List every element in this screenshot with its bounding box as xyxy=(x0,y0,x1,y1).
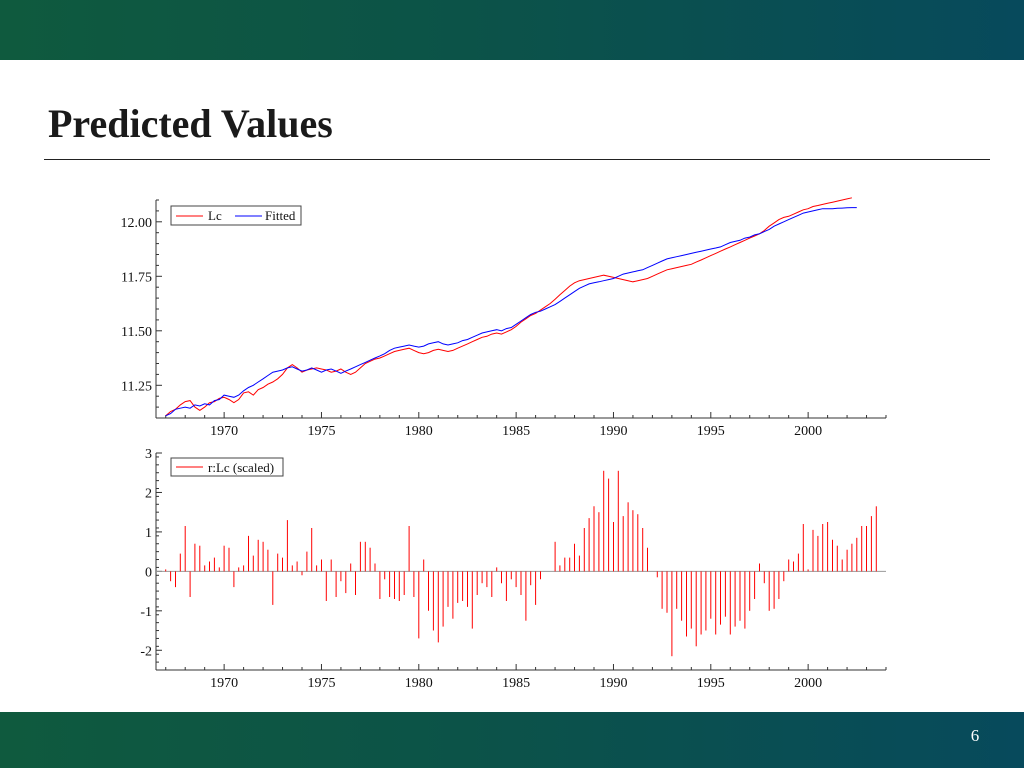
x-tick-label: 1990 xyxy=(599,676,627,691)
y-tick-label: -2 xyxy=(140,644,152,659)
x-tick-label: 1970 xyxy=(210,424,238,439)
fitted-values-chart: 1970 1975 1980 1985 1990 1995 2000 11.25 11.50 11… xyxy=(121,197,887,439)
legend-label-residual: r:Lc (scaled) xyxy=(208,460,274,475)
x-tick-label: 1975 xyxy=(307,676,335,691)
title-divider xyxy=(44,159,990,160)
x-tick-label: 1980 xyxy=(405,676,433,691)
y-tick-label: 3 xyxy=(145,447,152,462)
x-tick-label: 1985 xyxy=(502,676,530,691)
header-band xyxy=(0,0,1024,60)
y-tick-label: -1 xyxy=(140,605,152,620)
x-tick-label: 1970 xyxy=(210,676,238,691)
page-number: 6 xyxy=(970,726,980,745)
x-tick-label: 1975 xyxy=(307,424,335,439)
series-line-fitted xyxy=(165,207,857,417)
y-tick-label: 2 xyxy=(145,486,152,501)
x-tick-label: 1995 xyxy=(697,424,725,439)
x-tick-label: 1980 xyxy=(405,424,433,439)
slide-title: Predicted Values xyxy=(48,101,333,146)
y-tick-label: 0 xyxy=(145,565,152,580)
legend-label-lc: Lc xyxy=(208,208,222,223)
footer-band xyxy=(0,712,1024,768)
x-tick-label: 2000 xyxy=(794,424,822,439)
y-tick-label: 11.50 xyxy=(121,325,152,340)
legend-box xyxy=(170,457,284,477)
legend-label-fitted: Fitted xyxy=(265,208,296,223)
y-tick-label: 11.25 xyxy=(121,379,152,394)
series-line-lc xyxy=(165,197,853,417)
y-tick-label: 1 xyxy=(145,526,152,541)
residuals-chart: 1970 1975 1980 1985 1990 1995 2000 -2 -1 0 1 2 3 r:Lc… xyxy=(140,447,887,691)
x-tick-label: 1995 xyxy=(697,676,725,691)
x-tick-label: 1990 xyxy=(599,424,627,439)
x-tick-label: 2000 xyxy=(794,676,822,691)
x-tick-label: 1985 xyxy=(502,424,530,439)
y-tick-label: 11.75 xyxy=(121,270,152,285)
y-tick-label: 12.00 xyxy=(121,216,153,231)
